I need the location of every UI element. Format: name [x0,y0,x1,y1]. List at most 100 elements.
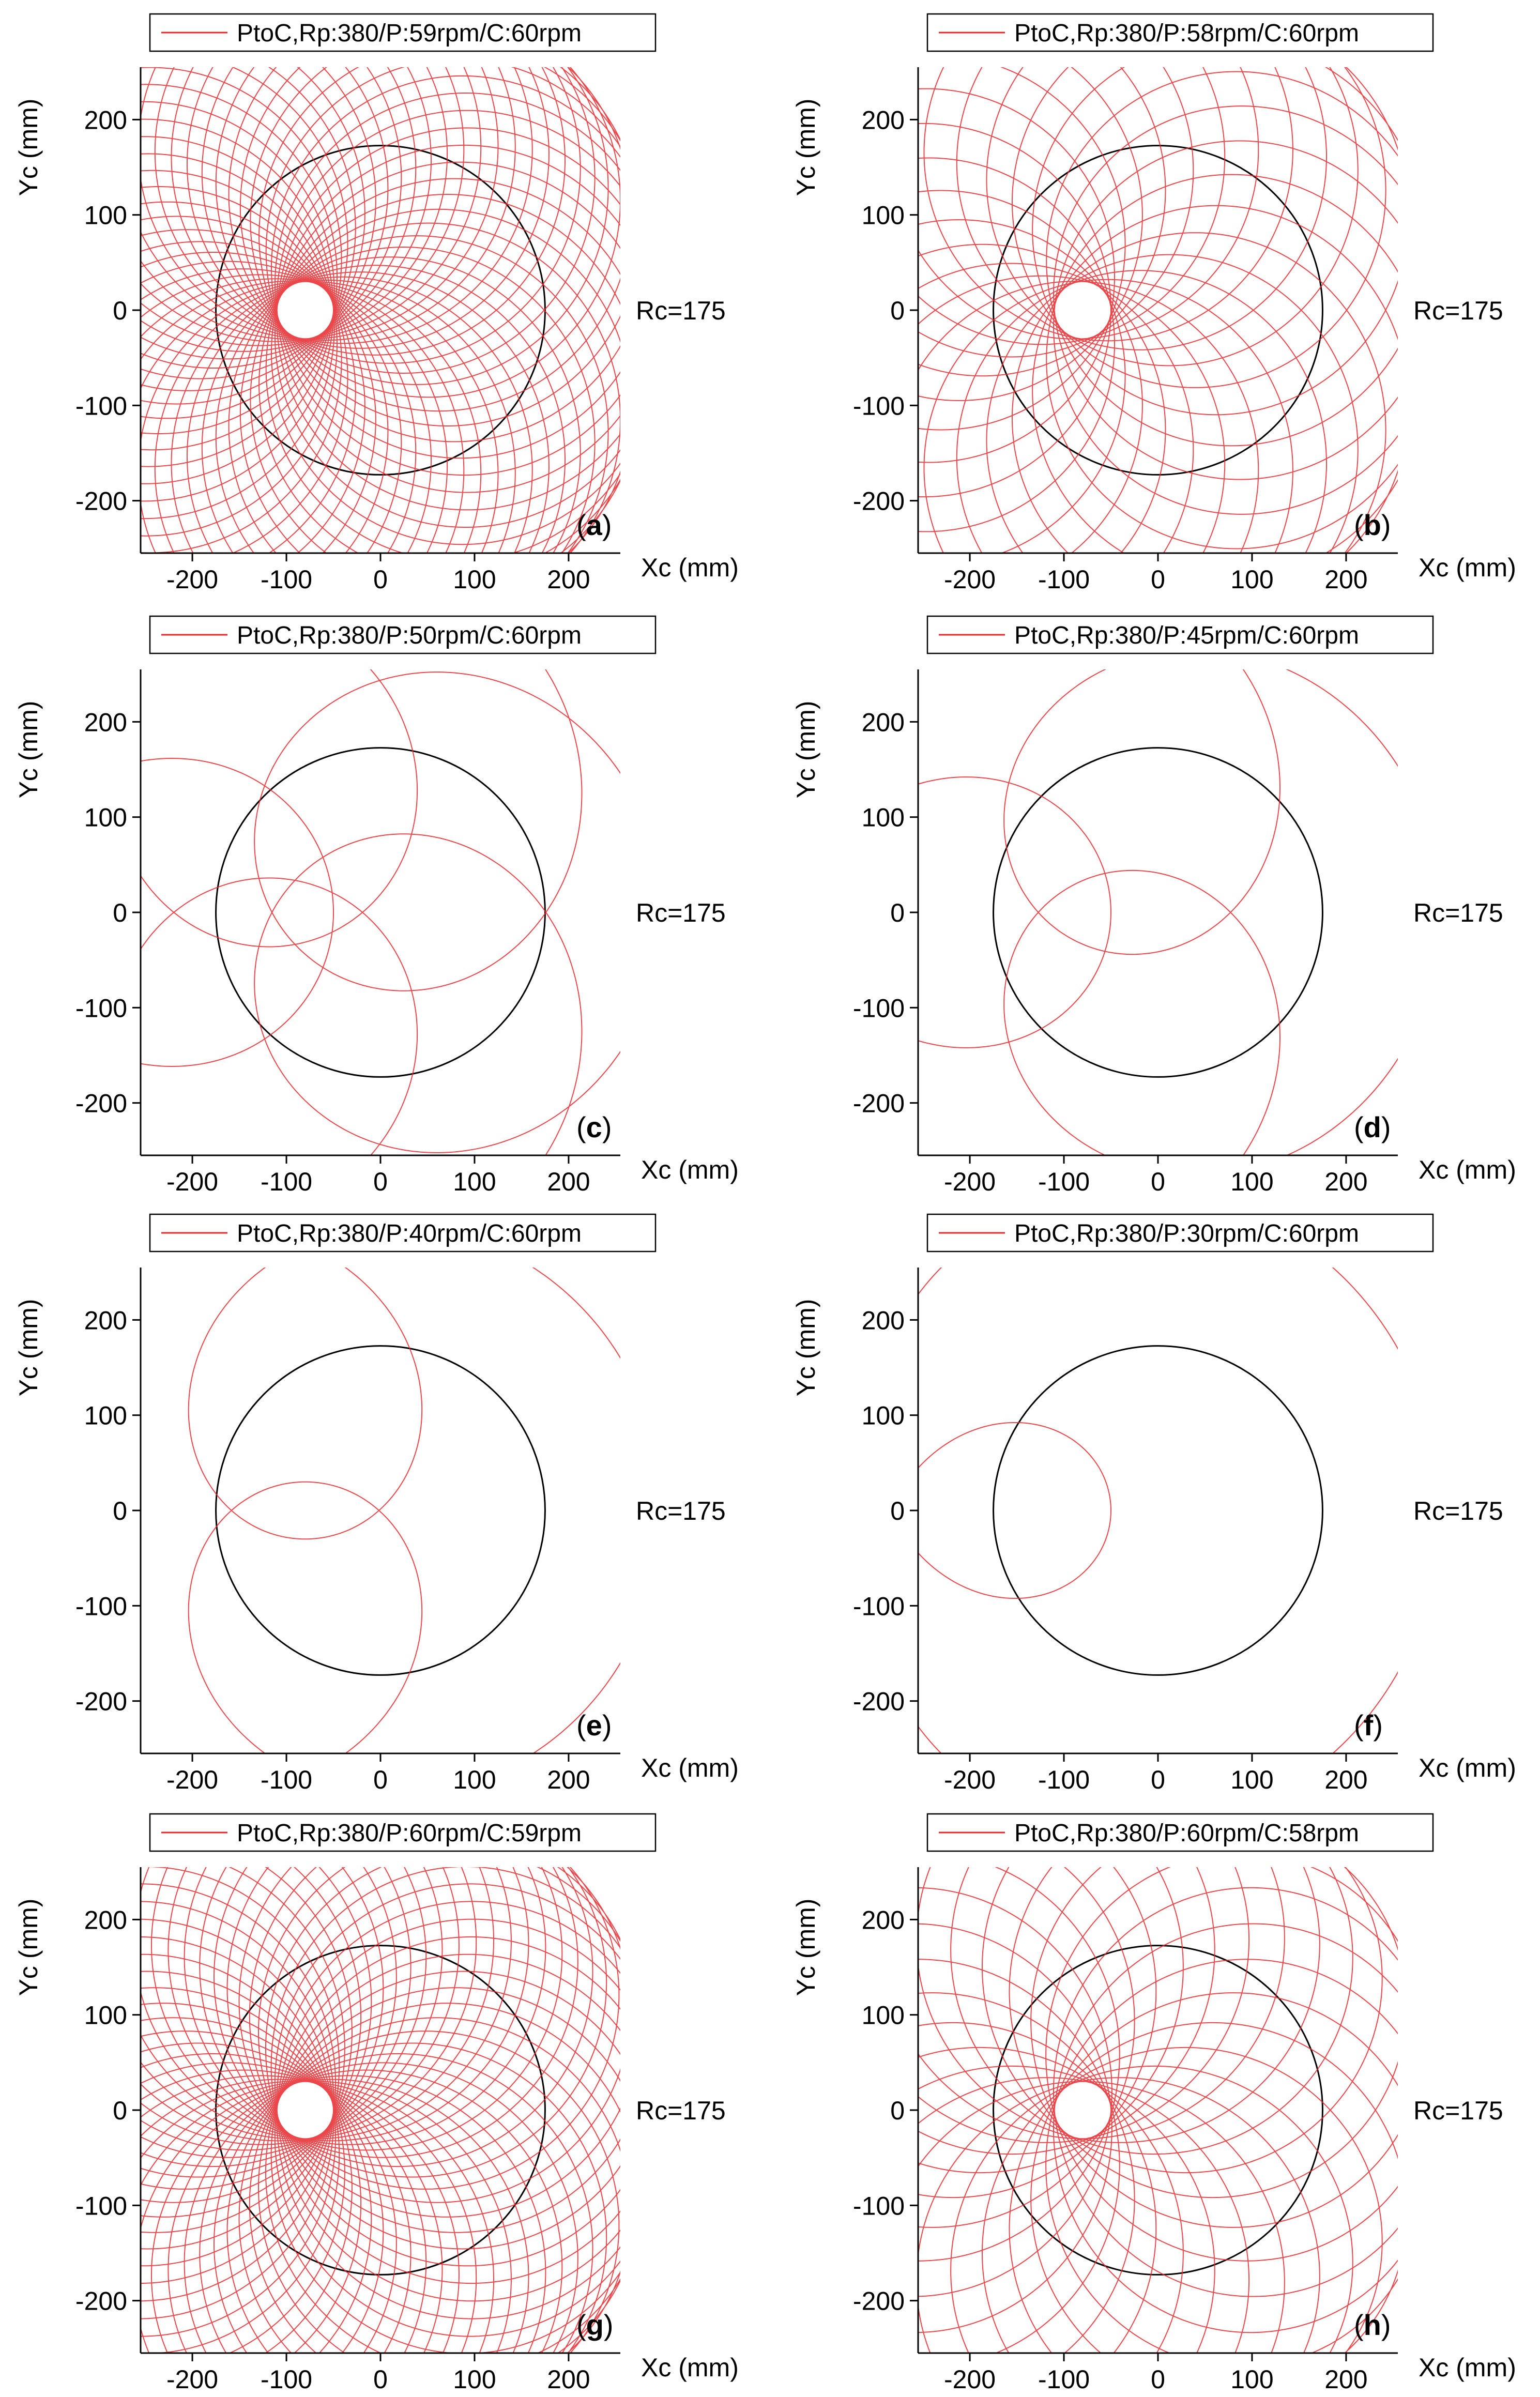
legend: PtoC,Rp:380/P:59rpm/C:60rpm [149,13,657,52]
x-axis-label: Xc (mm) [1419,1753,1516,1782]
y-tick-label: 100 [84,2001,127,2030]
x-tick-label: -100 [1038,1167,1090,1196]
x-tick-label: -200 [944,1765,996,1794]
y-tick-label: 0 [890,296,905,325]
legend-label: PtoC,Rp:380/P:58rpm/C:60rpm [1014,20,1359,47]
x-tick-label: -200 [166,1765,218,1794]
legend-box [149,13,657,52]
x-tick-label: -200 [166,2365,218,2394]
y-tick-label: 100 [862,1401,905,1430]
x-tick-label: -100 [261,565,312,594]
legend: PtoC,Rp:380/P:45rpm/C:60rpm [926,615,1434,654]
rc-circle [215,1345,546,1676]
y-axis-label: Yc (mm) [791,99,820,196]
y-tick-label: 0 [890,898,905,927]
y-tick-label: 0 [890,1497,905,1525]
x-tick-label: -200 [944,565,996,594]
panel-b: -200 -100 0 100 200 -200 -100 0 100 200 Yc (mm) Xc … [791,13,1516,594]
y-tick-label: -200 [75,2287,127,2316]
x-tick-label: 200 [547,2365,590,2394]
x-tick-label: 200 [1324,565,1367,594]
x-tick-label: -100 [261,2365,312,2394]
x-tick-label: -100 [261,1765,312,1794]
x-tick-label: 0 [1151,2365,1165,2394]
y-tick-label: -100 [853,1592,905,1621]
rc-circle [215,747,546,1078]
legend-box [926,13,1434,52]
legend-label: PtoC,Rp:380/P:50rpm/C:60rpm [237,622,582,649]
panel-label: (g) [576,2309,614,2341]
y-tick-label: 200 [84,105,127,134]
rc-annotation: Rc=175 [1413,898,1503,927]
x-axis-label: Xc (mm) [1419,553,1516,582]
y-tick-label: 0 [890,2096,905,2125]
rc-annotation: Rc=175 [1413,1497,1503,1525]
x-tick-label: -100 [1038,1765,1090,1794]
x-tick-label: 100 [1230,1167,1273,1196]
rc-circle [993,145,1323,476]
x-tick-label: 200 [547,1167,590,1196]
x-axis-label: Xc (mm) [1419,1155,1516,1184]
y-axis-label: Yc (mm) [14,701,43,799]
legend-label: PtoC,Rp:380/P:45rpm/C:60rpm [1014,622,1359,649]
y-tick-label: 100 [84,803,127,832]
legend-label: PtoC,Rp:380/P:60rpm/C:59rpm [237,1820,582,1847]
x-tick-label: 200 [547,565,590,594]
y-tick-label: -200 [75,1687,127,1716]
panel-label: (e) [576,1709,612,1742]
legend-box [149,1213,657,1253]
panel-f: -200 -100 0 100 200 -200 -100 0 100 200 Yc (mm) Xc … [791,1213,1516,1794]
rc-circle [993,1345,1323,1676]
legend-label: PtoC,Rp:380/P:30rpm/C:60rpm [1014,1220,1359,1247]
legend-label: PtoC,Rp:380/P:40rpm/C:60rpm [237,1220,582,1247]
y-tick-label: 0 [113,296,127,325]
panel-label: (f) [1354,1709,1383,1742]
x-tick-label: 200 [1324,2365,1367,2394]
y-tick-label: -200 [75,1089,127,1118]
x-axis-label: Xc (mm) [1419,2353,1516,2382]
y-axis-label: Yc (mm) [791,1299,820,1397]
y-tick-label: -200 [853,1089,905,1118]
legend-box [149,615,657,654]
y-tick-label: -100 [853,994,905,1022]
legend-box [926,615,1434,654]
x-tick-label: 0 [373,565,388,594]
panel-h: -200 -100 0 100 200 -200 -100 0 100 200 Yc (mm) Xc … [791,1813,1516,2394]
x-tick-label: -100 [1038,565,1090,594]
legend: PtoC,Rp:380/P:58rpm/C:60rpm [926,13,1434,52]
y-tick-label: 100 [84,201,127,230]
panel-label: (b) [1354,509,1391,541]
x-axis-label: Xc (mm) [641,1155,739,1184]
x-tick-label: 0 [1151,1167,1165,1196]
y-tick-label: 0 [113,898,127,927]
legend: PtoC,Rp:380/P:40rpm/C:60rpm [149,1213,657,1253]
y-tick-label: -100 [853,391,905,420]
legend: PtoC,Rp:380/P:60rpm/C:58rpm [926,1813,1434,1852]
y-axis-label: Yc (mm) [14,1299,43,1397]
y-tick-label: -100 [75,994,127,1022]
legend-box [926,1213,1434,1253]
y-tick-label: 100 [862,201,905,230]
x-tick-label: -200 [944,2365,996,2394]
x-tick-label: 0 [1151,565,1165,594]
rc-annotation: Rc=175 [636,2096,726,2125]
legend-box [926,1813,1434,1852]
y-tick-label: -100 [75,1592,127,1621]
panel-label: (d) [1354,1111,1391,1143]
y-tick-label: -100 [75,391,127,420]
x-tick-label: 100 [453,2365,496,2394]
y-tick-label: 200 [84,1905,127,1934]
x-axis-label: Xc (mm) [641,2353,739,2382]
y-tick-label: 100 [862,2001,905,2030]
y-axis-label: Yc (mm) [791,701,820,799]
rc-annotation: Rc=175 [636,898,726,927]
panel-d: -200 -100 0 100 200 -200 -100 0 100 200 Yc (mm) Xc … [791,615,1516,1196]
panel-e: -200 -100 0 100 200 -200 -100 0 100 200 Yc (mm) Xc … [14,1213,739,1794]
y-axis-label: Yc (mm) [14,99,43,196]
y-tick-label: 100 [862,803,905,832]
y-tick-label: 0 [113,1497,127,1525]
x-tick-label: 0 [1151,1765,1165,1794]
x-axis-label: Xc (mm) [641,1753,739,1782]
legend: PtoC,Rp:380/P:50rpm/C:60rpm [149,615,657,654]
x-tick-label: 100 [1230,1765,1273,1794]
